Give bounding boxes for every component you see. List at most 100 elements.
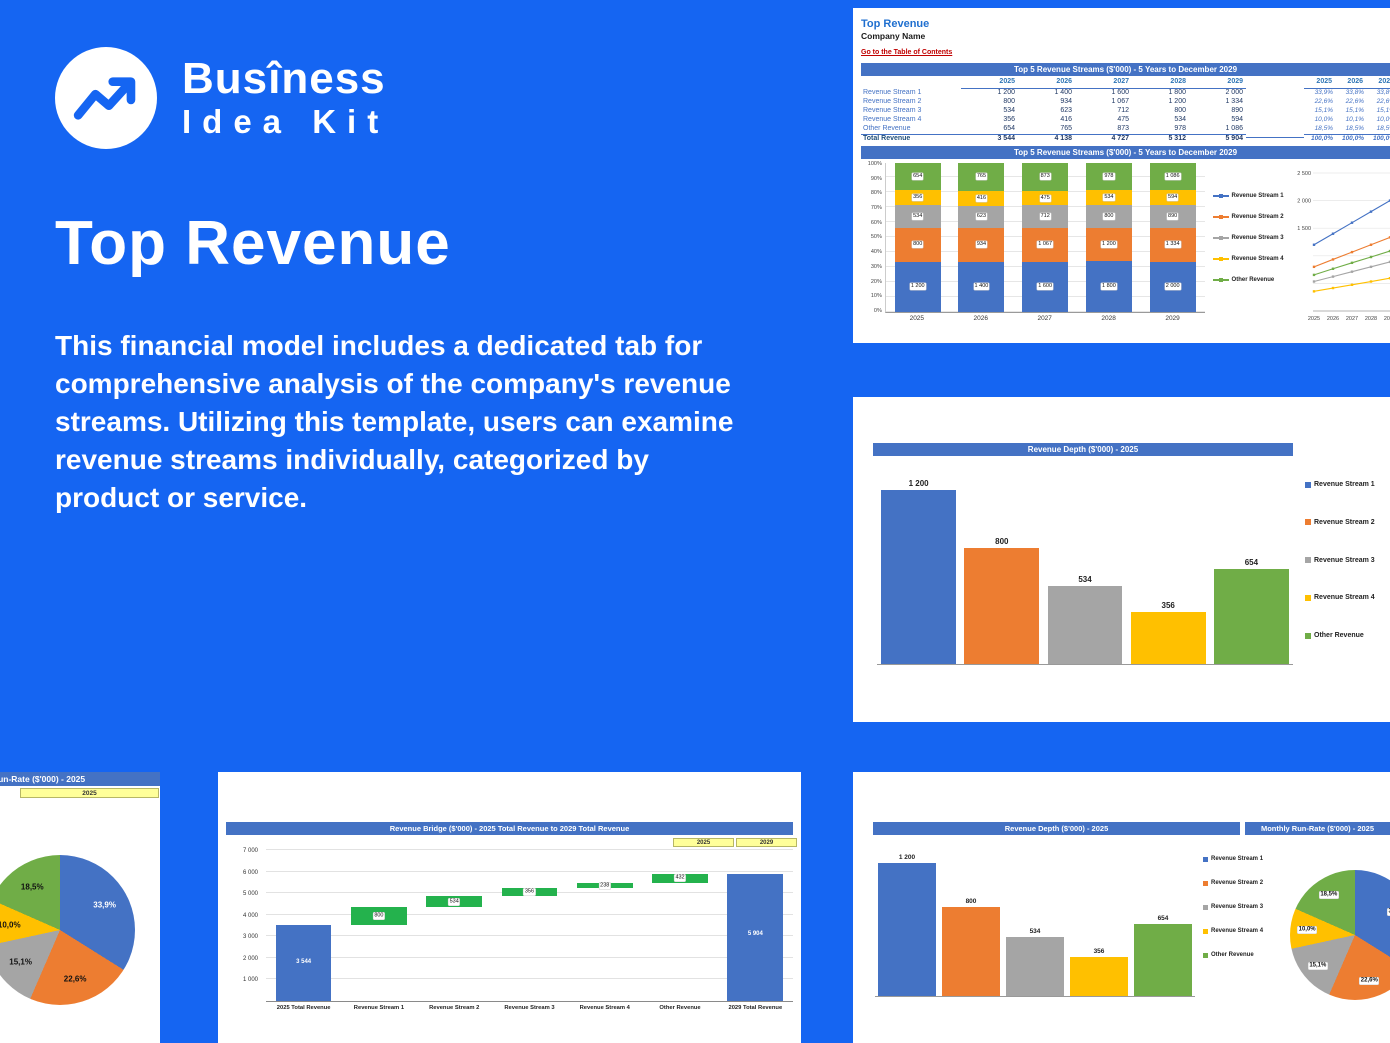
category-label: Revenue Stream 1 (353, 1005, 405, 1011)
bar-label: 800 (373, 912, 385, 920)
bar-segment: 800 (894, 227, 941, 262)
year-header: 2028 (1132, 78, 1189, 89)
value-cell: 1 086 (1225, 125, 1243, 132)
pct-cell: 15,1% (1314, 107, 1333, 114)
legend-item: Revenue Stream 2 (1203, 880, 1263, 886)
bar-column: 654 (1131, 852, 1195, 996)
legend-item: Other Revenue (1203, 952, 1263, 958)
value-cell: 765 (1060, 125, 1072, 132)
svg-text:2027: 2027 (1346, 316, 1358, 322)
spacer-cell (1246, 137, 1304, 138)
axis-tick: 40% (870, 249, 882, 256)
legend-label: Revenue Stream 2 (1314, 518, 1375, 526)
year-selector-cell[interactable]: 2025 (673, 838, 734, 847)
segment-label: 534 (912, 213, 924, 221)
bar-segment: 1 800 (1085, 261, 1132, 312)
pie-slice-label: 22,6% (63, 974, 87, 984)
category-label: 2028 (1101, 315, 1116, 322)
svg-text:2029: 2029 (1384, 316, 1390, 322)
bar-segment: 873 (1022, 163, 1069, 191)
pie-slice-label: 10,0% (1297, 926, 1317, 934)
value-cell: 1 334 (1225, 98, 1243, 105)
chart-title-band: Monthly Run-Rate ($'000) - 2025 (1245, 822, 1390, 835)
table-of-contents-link[interactable]: Go to the Table of Contents (861, 49, 953, 56)
legend-label: Other Revenue (1314, 632, 1364, 639)
segment-label: 978 (1103, 173, 1115, 181)
row-label: Revenue Stream 2 (863, 98, 922, 105)
spacer-cell (1246, 78, 1304, 89)
bar-column: 800 (960, 475, 1043, 664)
gridline (266, 978, 793, 980)
gridline (266, 913, 793, 915)
segment-label: 475 (1039, 194, 1051, 202)
bar-label: 3 544 (296, 958, 312, 965)
legend-item: Other Revenue (1212, 277, 1290, 283)
stacked-bar-column: 873 475 712 1 067 1 600 (1013, 163, 1077, 312)
pct-year-header: 2026 (1335, 78, 1366, 89)
axis-tick: 90% (870, 175, 882, 182)
year-header: 2029 (1189, 78, 1246, 89)
year-selector-cell[interactable]: 2025 (20, 788, 159, 798)
axis-tick: 0% (873, 307, 882, 314)
bar-segment: 800 (1085, 205, 1132, 228)
bar-column: 800 (939, 852, 1003, 996)
segment-label: 1 200 (909, 283, 926, 291)
pie-slice-label: 33,9% (1387, 908, 1390, 916)
pie-slice-label: 15,1% (9, 957, 32, 967)
stacked-bar: 1 086 594 890 1 334 2 000 (1149, 163, 1196, 312)
legend-label: Revenue Stream 1 (1314, 481, 1375, 488)
value-cell: 1 400 (1054, 89, 1072, 96)
pct-cell: 15,1% (1345, 107, 1364, 114)
depth-and-runrate-panel: Revenue Depth ($'000) - 2025 Monthly Run… (853, 772, 1390, 1043)
bar-label: 432 (674, 874, 686, 882)
chart-title-band: Revenue Depth ($'000) - 2025 (873, 443, 1293, 456)
legend-label: Revenue Stream 2 (1211, 880, 1264, 886)
category-label: Other Revenue (659, 1005, 701, 1011)
depth-chart-legend: Revenue Stream 1 Revenue Stream 2 Revenue … (1203, 856, 1263, 958)
legend-swatch (1203, 928, 1208, 934)
bar-value-label: 654 (1157, 914, 1169, 922)
waterfall-column: 356 (492, 850, 567, 1001)
legend-item: Revenue Stream 3 (1305, 557, 1375, 564)
pie-slice-label: 15,1% (1308, 962, 1328, 970)
bar (1213, 568, 1289, 664)
axis-tick: 3 000 (242, 934, 258, 941)
waterfall-column: 432 (642, 850, 717, 1001)
value-cell: 1 067 (1111, 98, 1129, 105)
row-label: Revenue Stream 1 (863, 89, 922, 96)
segment-label: 1 200 (1101, 241, 1117, 249)
runrate-pie-chart: 33,9% 22,6% 15,1% 10,0% 18,5% (0, 855, 135, 1005)
stacked-bar: 873 475 712 1 067 1 600 (1022, 163, 1069, 312)
line-chart-svg: 2 500 2 000 1 500 2025 2026 2027 2028 2029 (1297, 171, 1390, 322)
bar (1006, 936, 1064, 996)
row-label: Total Revenue (861, 133, 961, 142)
value-cell: 1 800 (1168, 89, 1186, 96)
segment-label: 1 600 (1037, 283, 1054, 291)
value-cell: 2 000 (1225, 89, 1243, 96)
bar-column: 654 (1210, 475, 1293, 664)
bar-column: 1 200 (877, 475, 960, 664)
segment-label: 1 800 (1101, 283, 1117, 291)
monthly-runrate-panel: Monthly Run-Rate ($'000) - 2025 2025 33,… (0, 772, 160, 1043)
segment-label: 890 (1167, 213, 1179, 221)
legend-marker (1212, 214, 1229, 220)
sheet-title: Top Revenue (861, 18, 930, 30)
pct-cell: 10,0% (1376, 116, 1390, 123)
segment-label: 873 (1039, 173, 1051, 181)
legend-label: Revenue Stream 3 (1314, 556, 1375, 564)
legend-marker (1212, 235, 1229, 241)
pct-cell: 100,0% (1335, 133, 1366, 142)
brand-name-line1: Busîness (182, 54, 386, 103)
revenue-bridge-panel: Revenue Bridge ($'000) - 2025 Total Reve… (218, 772, 801, 1043)
bar-segment: 1 200 (894, 261, 941, 312)
revenue-streams-table: 202520262027202820292025202620272028Reve… (861, 78, 1390, 142)
bar-label: 356 (523, 888, 536, 896)
legend-marker (1212, 277, 1229, 283)
waterfall-y-axis: 7 000 6 000 5 000 4 000 3 000 2 000 1 000 (228, 848, 262, 1002)
value-cell: 800 (1003, 98, 1015, 105)
depth-chart-legend: Revenue Stream 1 Revenue Stream 2 Revenue … (1305, 481, 1375, 639)
table-title-band: Top 5 Revenue Streams ($'000) - 5 Years … (861, 63, 1390, 76)
bar (1130, 612, 1206, 664)
year-selector-cell[interactable]: 2029 (736, 838, 797, 847)
bar-segment: 978 (1085, 163, 1132, 191)
